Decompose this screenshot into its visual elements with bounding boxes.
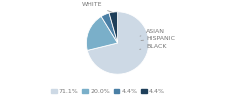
Text: BLACK: BLACK — [140, 44, 167, 49]
Text: WHITE: WHITE — [82, 2, 113, 12]
Wedge shape — [101, 13, 118, 43]
Legend: 71.1%, 20.0%, 4.4%, 4.4%: 71.1%, 20.0%, 4.4%, 4.4% — [48, 86, 168, 97]
Wedge shape — [109, 12, 118, 43]
Wedge shape — [87, 12, 149, 74]
Text: ASIAN: ASIAN — [140, 29, 165, 36]
Text: HISPANIC: HISPANIC — [141, 36, 175, 41]
Wedge shape — [86, 16, 118, 50]
